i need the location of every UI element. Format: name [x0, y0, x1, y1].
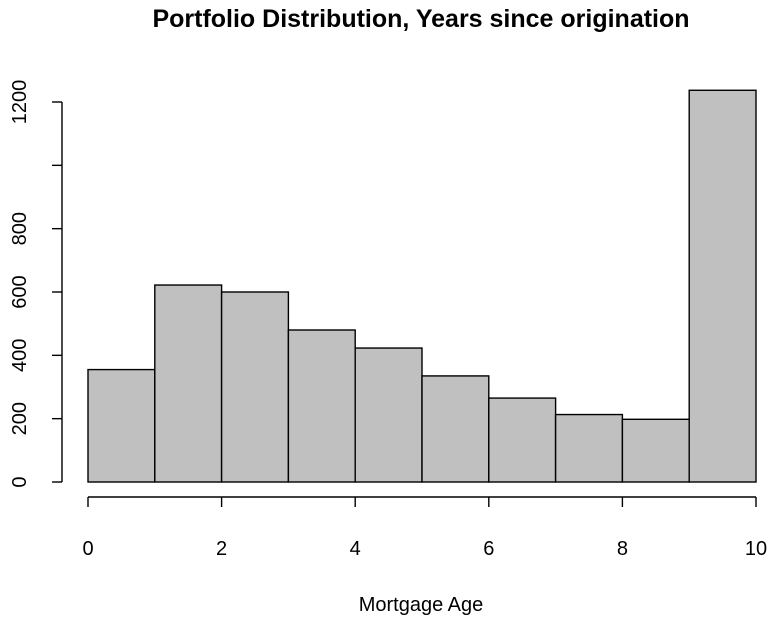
x-tick-label: 10 [745, 538, 767, 560]
histogram-bar-7 [554, 413, 624, 483]
y-tick-label: 200 [9, 402, 31, 435]
x-axis: 0 2 4 6 8 10 [82, 496, 767, 560]
y-tick-label: 800 [9, 212, 31, 245]
histogram-bar-3 [287, 329, 356, 483]
y-tick-label: 400 [9, 339, 31, 372]
histogram-bar-6 [488, 397, 557, 483]
chart-title: Portfolio Distribution, Years since orig… [152, 5, 689, 33]
x-axis-label: Mortgage Age [359, 594, 484, 616]
histogram-bar-8 [621, 418, 690, 483]
y-tick-label: 1200 [9, 80, 31, 125]
x-tick-label: 4 [350, 538, 361, 560]
histogram-bar-9 [688, 89, 757, 483]
x-tick-label: 2 [216, 538, 227, 560]
y-axis: 0 200 400 600 800 1200 [9, 80, 63, 488]
histogram-bar-1 [154, 284, 223, 483]
bars-group [87, 89, 757, 483]
histogram-bar-0 [87, 368, 156, 483]
x-tick-label: 8 [617, 538, 628, 560]
histogram-bar-5 [421, 375, 490, 483]
x-tick-label: 6 [483, 538, 494, 560]
y-tick-label: 0 [9, 476, 31, 487]
histogram-bar-4 [354, 347, 423, 483]
y-tick-label: 600 [9, 275, 31, 308]
histogram-bar-2 [220, 291, 290, 483]
x-tick-label: 0 [82, 538, 93, 560]
